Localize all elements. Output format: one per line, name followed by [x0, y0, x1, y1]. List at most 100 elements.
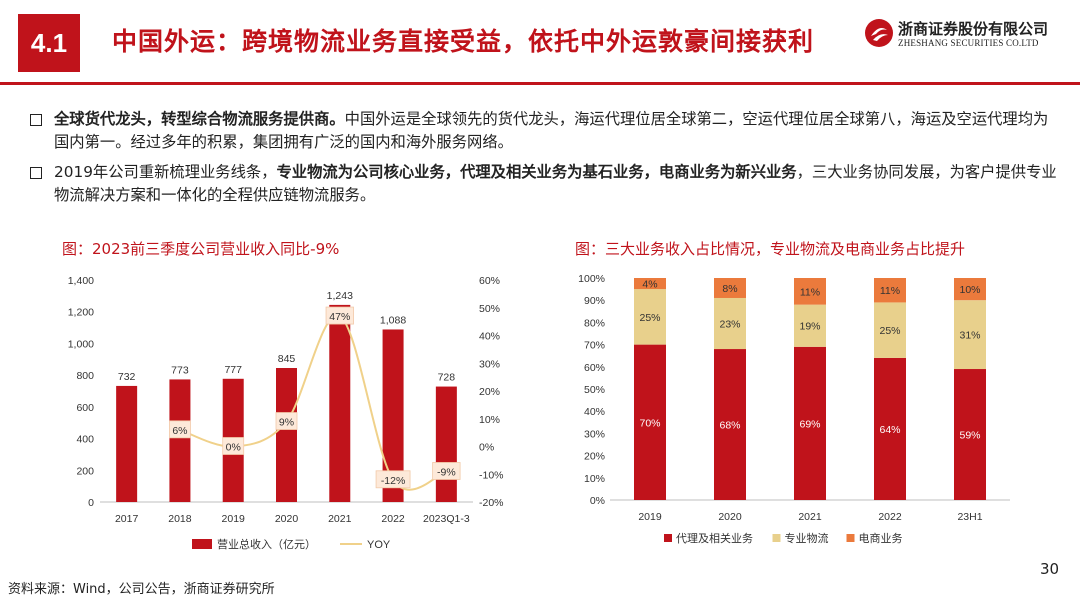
- x-tick-label: 2020: [275, 513, 299, 525]
- segment-label: 11%: [880, 285, 900, 297]
- bullet-text: 2019年公司重新梳理业务线条，: [54, 163, 277, 181]
- stack-segment: [634, 344, 666, 500]
- yoy-label-box: [222, 437, 245, 455]
- bullet-emphasis: 全球货代龙头，转型综合物流服务提供商。: [54, 110, 345, 128]
- logo-emblem-icon: [865, 19, 893, 47]
- y-tick-label: 1,400: [68, 275, 94, 287]
- yoy-label-box: [432, 462, 461, 480]
- y-tick-label: 0%: [590, 495, 605, 507]
- y-tick-label: 800: [76, 370, 94, 382]
- stack-segment: [634, 289, 666, 345]
- yoy-label-box: [325, 306, 354, 325]
- bullet-text: 中国外运是全球领先的货代龙头，海运代理位居全球第二，空运代理位居全球第八，海运及…: [54, 110, 1049, 151]
- y-tick-label: 10%: [584, 473, 605, 485]
- stack-segment: [714, 349, 746, 500]
- stack-segment: [714, 278, 746, 298]
- revenue-bar: [169, 379, 191, 502]
- y-tick-label: 90%: [584, 295, 605, 307]
- y2-tick-label: 40%: [479, 331, 500, 343]
- segment-label: 19%: [799, 321, 820, 333]
- y-tick-label: 70%: [584, 340, 605, 352]
- segment-label: 69%: [799, 418, 820, 430]
- y2-tick-label: 10%: [479, 414, 500, 426]
- x-tick-label: 2022: [878, 511, 902, 523]
- y-tick-label: 30%: [584, 428, 605, 440]
- segment-label: 25%: [879, 325, 900, 337]
- yoy-point-label: 47%: [329, 311, 350, 323]
- segment-label: 59%: [959, 430, 980, 442]
- source-note: 资料来源：Wind，公司公告，浙商证券研究所: [8, 582, 275, 597]
- x-tick-label: 2021: [328, 513, 352, 525]
- y-tick-label: 60%: [584, 362, 605, 374]
- legend-swatch: [846, 534, 855, 542]
- page-number: 30: [1040, 560, 1060, 578]
- y-tick-label: 40%: [584, 406, 605, 418]
- y2-tick-label: -10%: [479, 469, 504, 481]
- revenue-bar-label: 1,243: [327, 290, 353, 302]
- stack-segment: [794, 304, 826, 347]
- y-tick-label: 50%: [584, 384, 605, 396]
- legend-label-yoy: YOY: [367, 539, 391, 551]
- segment-label: 4%: [642, 279, 657, 291]
- segment-label: 68%: [719, 420, 740, 432]
- business-mix-chart: 0% 10% 20% 30% 40% 50% 60% 70% 80% 90% 100% 70% 25% 4…: [578, 273, 1010, 545]
- x-tick-label: 2023Q1-3: [423, 513, 470, 525]
- stack-segment: [794, 346, 826, 500]
- x-tick-label: 2017: [115, 513, 139, 525]
- stack-segment: [954, 369, 986, 500]
- company-logo: 浙商证券股份有限公司 ZHESHANG SECURITIES CO.LTD: [864, 16, 1064, 56]
- header-divider: [0, 82, 1080, 85]
- yoy-point-label: 9%: [279, 417, 294, 429]
- yoy-label-box: [375, 470, 411, 489]
- y-tick-label: 0: [88, 497, 94, 509]
- legend-label: 代理及相关业务: [676, 531, 753, 545]
- segment-label: 23%: [719, 319, 740, 331]
- x-tick-label: 2020: [718, 511, 742, 523]
- segment-label: 11%: [800, 286, 820, 298]
- x-tick-label: 2021: [798, 511, 822, 523]
- legend-swatch: [772, 534, 781, 542]
- slide-title: 中国外运：跨境物流业务直接受益，依托中外运敦豪间接获利: [112, 27, 815, 56]
- segment-label: 64%: [879, 424, 900, 436]
- yoy-point-label: 6%: [172, 425, 187, 437]
- stack-segment: [794, 278, 826, 305]
- yoy-point-label: -12%: [381, 475, 406, 487]
- legend-label: 专业物流: [785, 531, 829, 545]
- stack-segment: [714, 297, 746, 350]
- logo-company-name: 浙商证券股份有限公司: [898, 20, 1049, 38]
- x-tick-label: 2019: [222, 513, 246, 525]
- segment-label: 70%: [639, 417, 660, 429]
- legend-label-revenue: 营业总收入（亿元）: [217, 537, 316, 551]
- bullet-item: 全球货代龙头，转型综合物流服务提供商。中国外运是全球领先的货代龙头，海运代理位居…: [30, 108, 1060, 154]
- revenue-bar: [329, 304, 351, 502]
- logo-company-name-en: ZHESHANG SECURITIES CO.LTD: [898, 38, 1039, 48]
- legend-label: 电商业务: [859, 531, 903, 545]
- legend-swatch: [664, 534, 672, 542]
- y-tick-label: 1,000: [68, 338, 94, 350]
- yoy-label-box: [169, 420, 191, 439]
- chart-title-revenue: 图：2023前三季度公司营业收入同比-9%: [62, 240, 340, 258]
- revenue-bar-label: 777: [224, 364, 242, 376]
- segment-label: 31%: [959, 330, 980, 342]
- bullet-item: 2019年公司重新梳理业务线条，专业物流为公司核心业务，代理及相关业务为基石业务…: [30, 161, 1060, 207]
- revenue-bar-label: 732: [118, 371, 136, 383]
- yoy-point-label: -9%: [437, 466, 456, 478]
- y-tick-label: 1,200: [68, 307, 94, 319]
- revenue-bar-label: 728: [438, 372, 456, 384]
- bullet-list: 全球货代龙头，转型综合物流服务提供商。中国外运是全球领先的货代龙头，海运代理位居…: [30, 108, 1060, 214]
- stack-segment: [874, 357, 906, 500]
- segment-label: 25%: [639, 312, 660, 324]
- x-tick-label: 2022: [381, 513, 405, 525]
- stack-segment: [874, 302, 906, 358]
- checkbox-square-icon: [30, 114, 42, 126]
- revenue-bar: [382, 329, 404, 502]
- legend-swatch-revenue: [192, 539, 212, 549]
- yoy-line: [179, 314, 447, 491]
- stack-segment: [954, 278, 986, 301]
- bullet-text: ，三大业务协同发展，为客户提供专业物流解决方案和一体化的全程供应链物流服务。: [54, 163, 1057, 204]
- x-tick-label: 23H1: [957, 511, 982, 523]
- checkbox-square-icon: [30, 167, 42, 179]
- yoy-label-box: [275, 412, 298, 430]
- stack-segment: [634, 278, 666, 290]
- y2-tick-label: 50%: [479, 303, 500, 315]
